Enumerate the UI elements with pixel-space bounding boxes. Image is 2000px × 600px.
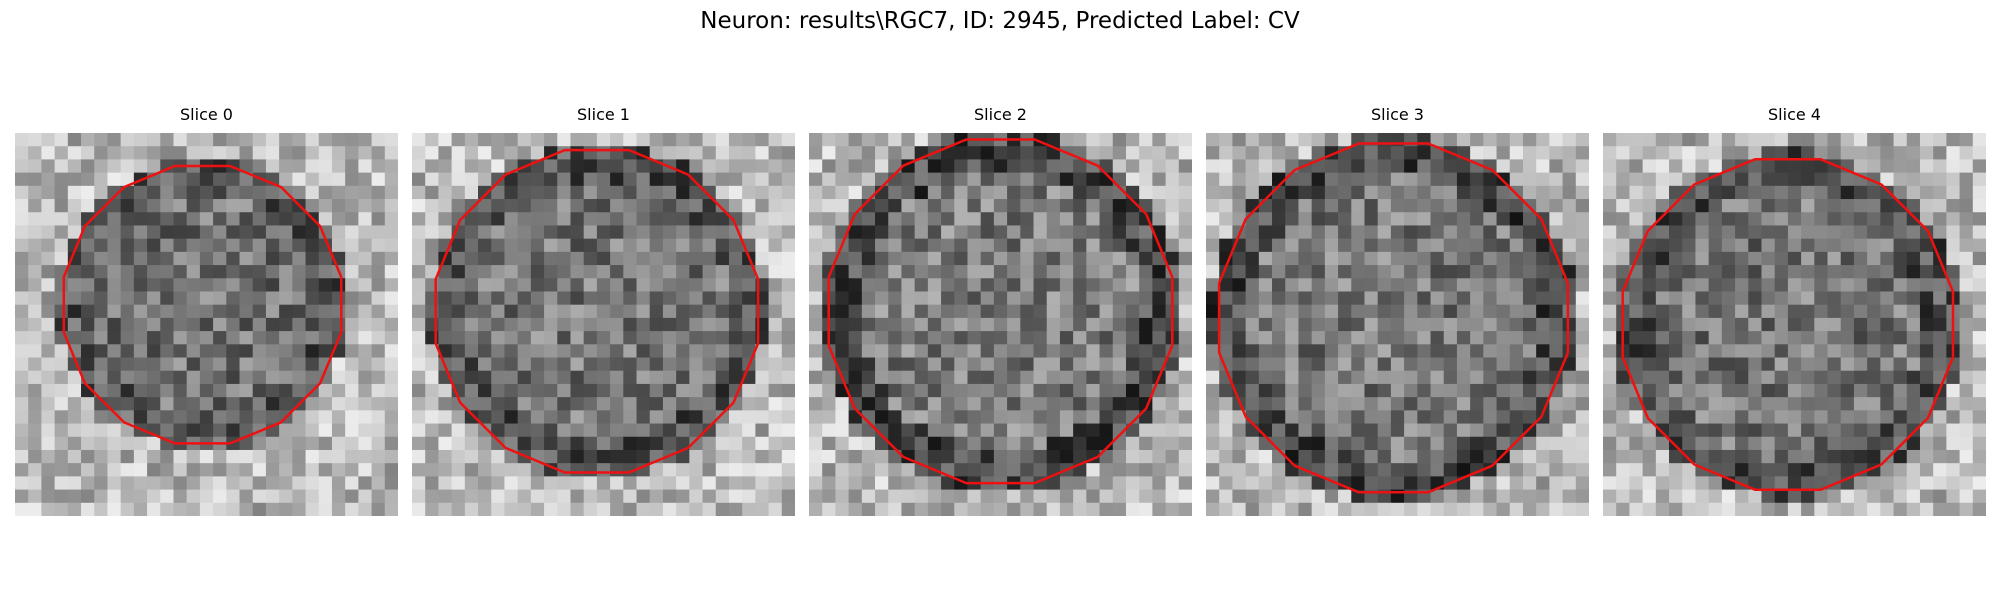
slice-image-2 — [809, 133, 1192, 516]
slice-panel-1: Slice 1 — [412, 105, 795, 525]
slice-title-4: Slice 4 — [1768, 105, 1821, 124]
slice-title-3: Slice 3 — [1371, 105, 1424, 124]
slice-panel-2: Slice 2 — [809, 105, 1192, 525]
figure-title: Neuron: results\RGC7, ID: 2945, Predicte… — [700, 8, 1300, 34]
cell-contour — [62, 164, 343, 445]
cell-contour — [827, 138, 1174, 485]
slice-panel-3: Slice 3 — [1206, 105, 1589, 525]
slice-panel-4: Slice 4 — [1603, 105, 1986, 525]
cell-contour — [1621, 158, 1955, 491]
slice-image-1 — [412, 133, 795, 516]
slice-title-0: Slice 0 — [180, 105, 233, 124]
cell-contour — [434, 148, 760, 474]
slice-image-4 — [1603, 133, 1986, 516]
cell-contour — [1217, 142, 1570, 494]
slice-title-2: Slice 2 — [974, 105, 1027, 124]
slice-panel-0: Slice 0 — [15, 105, 398, 525]
slice-image-3 — [1206, 133, 1589, 516]
slice-title-1: Slice 1 — [577, 105, 630, 124]
slice-image-0 — [15, 133, 398, 516]
